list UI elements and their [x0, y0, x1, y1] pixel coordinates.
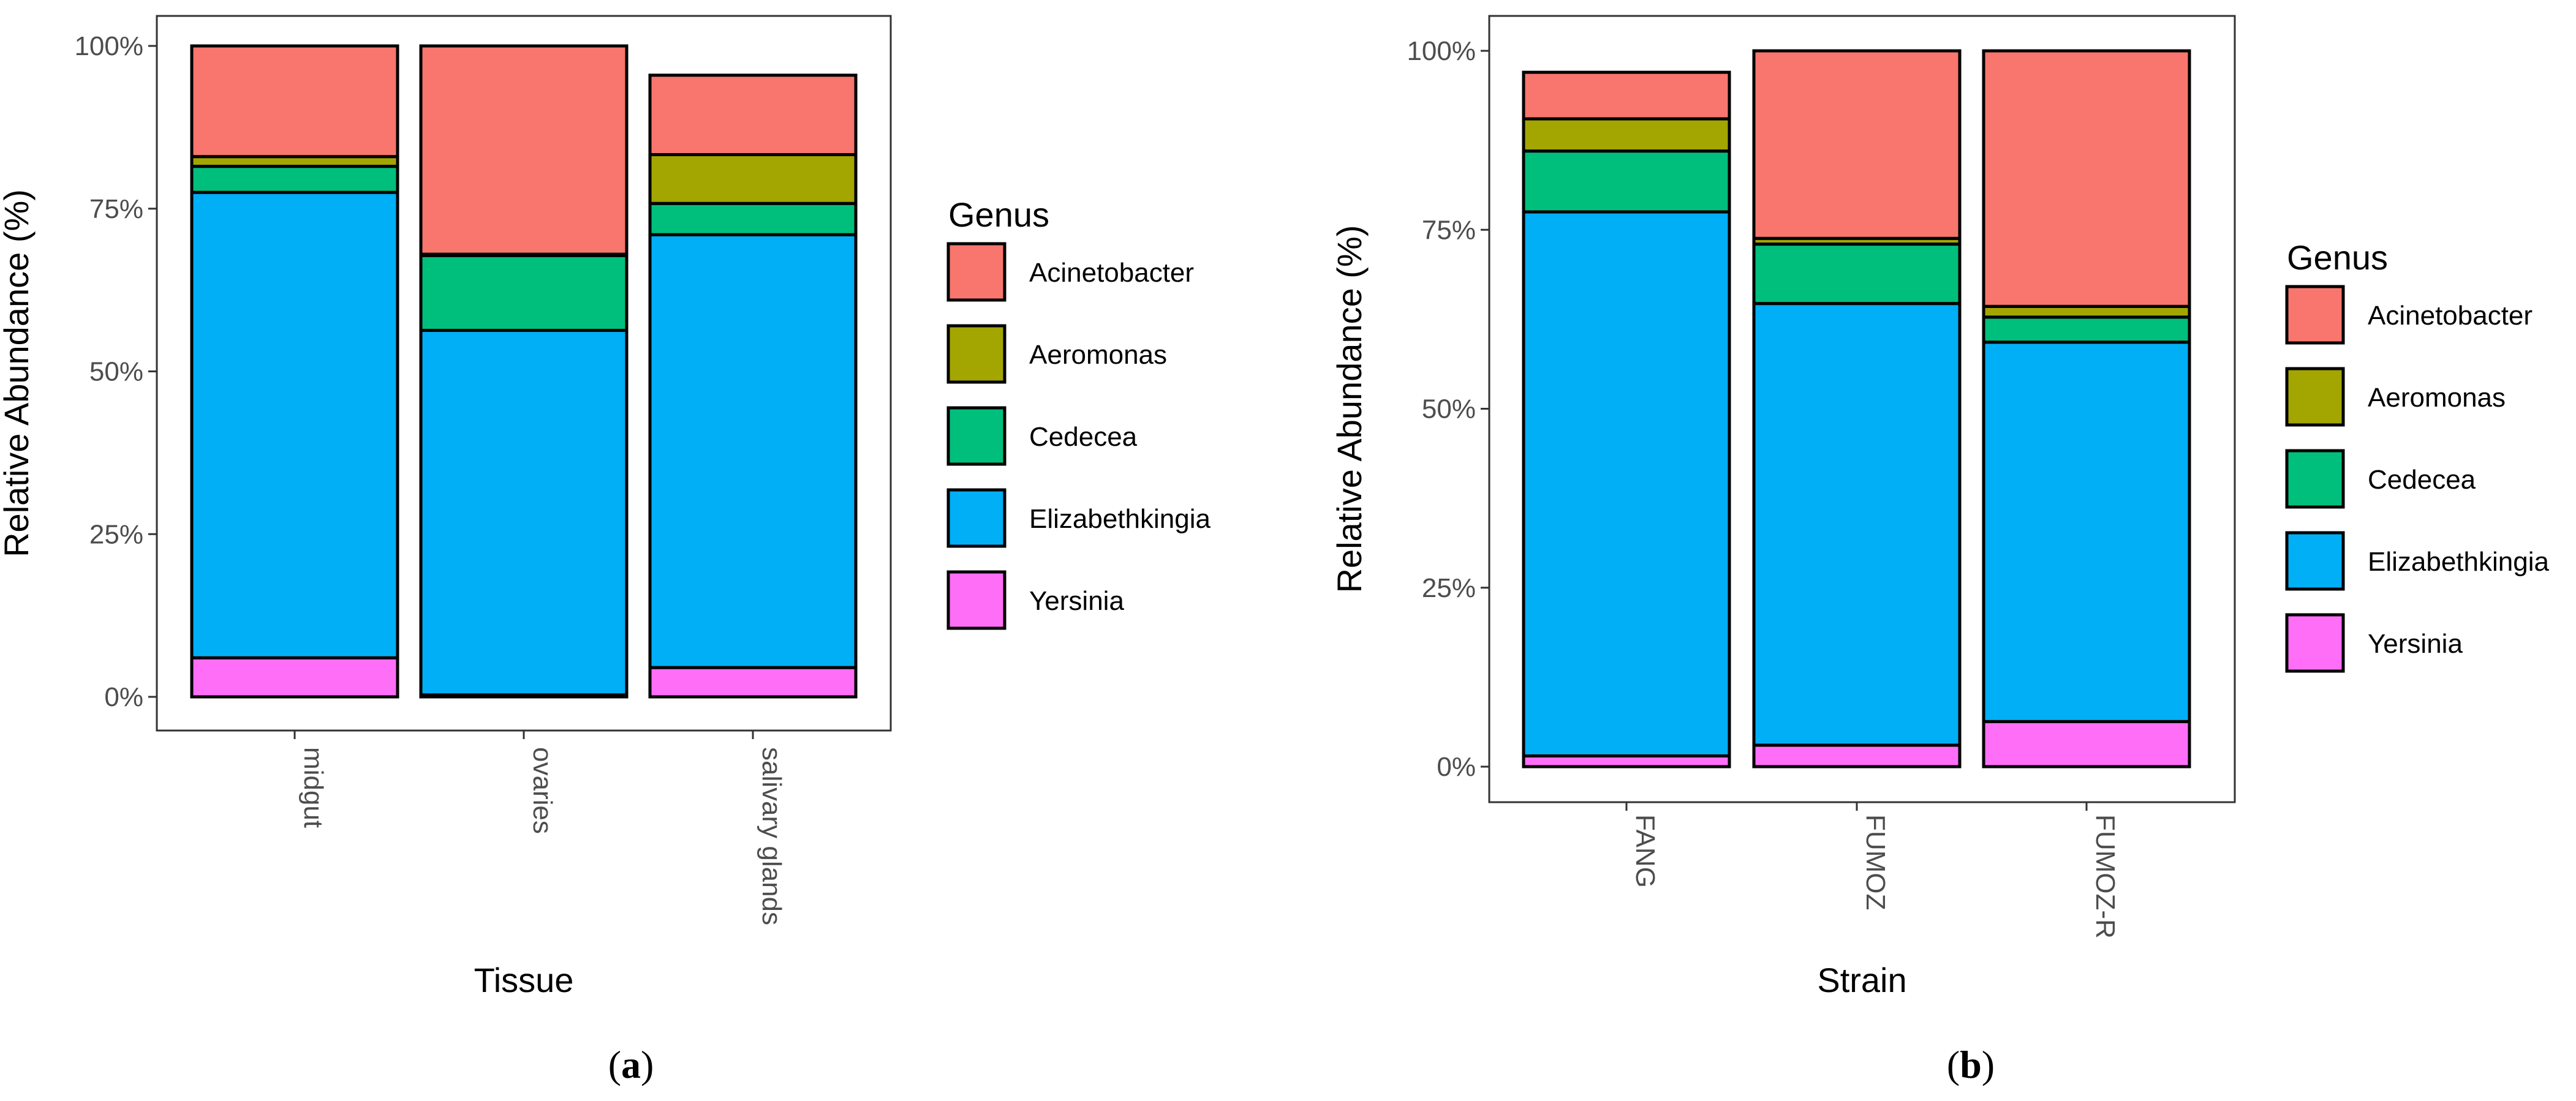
- y-tick-label: 50%: [89, 357, 143, 387]
- legend-swatch-cedecea: [2285, 449, 2345, 509]
- bar-segment-acinetobacter-midgut: [190, 44, 399, 159]
- bar-segment-cedecea-salivary-glands: [648, 201, 858, 236]
- x-tick-label: FUMOZ-R: [2090, 814, 2120, 939]
- legend-swatch-cedecea: [946, 406, 1007, 466]
- x-axis-title: Strain: [1817, 961, 1906, 999]
- bar-segment-acinetobacter-ovaries: [419, 44, 629, 256]
- bar-segment-cedecea-fumoz: [1752, 242, 1962, 306]
- legend-swatch-acinetobacter: [2285, 285, 2345, 345]
- bar-segment-acinetobacter-salivary-glands: [648, 73, 858, 157]
- legend-label-elizabethkingia: Elizabethkingia: [2368, 547, 2549, 577]
- legend-label-aeromonas: Aeromonas: [1029, 340, 1167, 370]
- x-axis-title: Tissue: [474, 961, 574, 999]
- chart-panel-a: 0% 25% 50% 75% 100% midgut ovaries salivary gla…: [0, 15, 1211, 1086]
- bar-segment-acinetobacter-fumoz-r: [1982, 49, 2191, 308]
- legend-label-elizabethkingia: Elizabethkingia: [1029, 504, 1211, 534]
- y-tick-label: 0%: [1437, 752, 1476, 782]
- bar-segment-yersinia-fang: [1522, 754, 1731, 768]
- bar-segment-yersinia-salivary-glands: [648, 666, 858, 699]
- y-tick-label: 100%: [74, 31, 143, 61]
- x-tick-label: midgut: [298, 747, 328, 828]
- bar-segment-yersinia-fumoz: [1752, 743, 1962, 768]
- legend-swatch-aeromonas: [946, 324, 1007, 384]
- legend: Genus Acinetobacter Aeromonas Cedecea Elizab…: [2285, 238, 2549, 673]
- bar-segment-yersinia-fumoz-r: [1982, 720, 2191, 768]
- y-axis-title: Relative Abundance (%): [1330, 225, 1369, 593]
- legend-swatch-elizabethkingia: [2285, 531, 2345, 591]
- legend-label-yersinia: Yersinia: [2368, 629, 2463, 659]
- y-tick-label: 50%: [1422, 394, 1476, 424]
- bar-segment-acinetobacter-fang: [1522, 70, 1731, 121]
- y-tick-label: 25%: [1422, 573, 1476, 603]
- bar-segment-elizabethkingia-fumoz: [1752, 302, 1962, 747]
- bar-segment-elizabethkingia-fumoz-r: [1982, 340, 2191, 723]
- y-axis-title: Relative Abundance (%): [0, 189, 36, 557]
- legend-swatch-yersinia: [2285, 613, 2345, 673]
- chart-panel-b: 0% 25% 50% 75% 100% FANG FUMOZ FUMOZ-R Strain Rel…: [1330, 15, 2549, 1086]
- bar-segment-elizabethkingia-ovaries: [419, 329, 629, 697]
- panel-label: (a): [608, 1043, 654, 1086]
- y-tick-label: 75%: [1422, 215, 1476, 245]
- bar-segment-aeromonas-fumoz-r: [1982, 304, 2191, 319]
- y-tick-label: 100%: [1407, 36, 1476, 66]
- panel-label: (b): [1947, 1043, 1995, 1086]
- legend-label-cedecea: Cedecea: [1029, 422, 1138, 452]
- legend-label-acinetobacter: Acinetobacter: [1029, 258, 1194, 288]
- x-tick-label: salivary glands: [757, 747, 787, 925]
- legend-label-yersinia: Yersinia: [1029, 586, 1124, 616]
- legend-swatch-acinetobacter: [946, 242, 1007, 302]
- legend-swatch-aeromonas: [2285, 367, 2345, 427]
- bar-segment-elizabethkingia-fang: [1522, 210, 1731, 757]
- legend-title: Genus: [2287, 238, 2388, 277]
- legend-label-acinetobacter: Acinetobacter: [2368, 301, 2533, 331]
- legend-title: Genus: [948, 195, 1049, 234]
- bar-segment-elizabethkingia-salivary-glands: [648, 233, 858, 669]
- bar-segment-cedecea-midgut: [190, 165, 399, 194]
- legend-swatch-elizabethkingia: [946, 488, 1007, 548]
- bar-segment-acinetobacter-fumoz: [1752, 49, 1962, 240]
- x-tick-label: ovaries: [527, 747, 557, 834]
- bar-segment-aeromonas-fang: [1522, 117, 1731, 153]
- bar-segment-cedecea-fang: [1522, 149, 1731, 214]
- y-tick-label: 75%: [89, 194, 143, 224]
- legend-label-cedecea: Cedecea: [2368, 465, 2476, 495]
- legend: Genus Acinetobacter Aeromonas Cedecea Elizab…: [946, 195, 1211, 630]
- bar-segment-elizabethkingia-midgut: [190, 190, 399, 659]
- bar-segment-cedecea-fumoz-r: [1982, 315, 2191, 344]
- y-tick-label: 0%: [104, 682, 143, 712]
- legend-label-aeromonas: Aeromonas: [2368, 383, 2506, 413]
- bar-segment-aeromonas-salivary-glands: [648, 153, 858, 205]
- x-tick-label: FANG: [1630, 814, 1660, 888]
- y-tick-label: 25%: [89, 519, 143, 549]
- bar-segment-yersinia-midgut: [190, 656, 399, 699]
- x-tick-label: FUMOZ: [1860, 814, 1890, 910]
- bar-segment-cedecea-ovaries: [419, 254, 629, 333]
- legend-swatch-yersinia: [946, 570, 1007, 630]
